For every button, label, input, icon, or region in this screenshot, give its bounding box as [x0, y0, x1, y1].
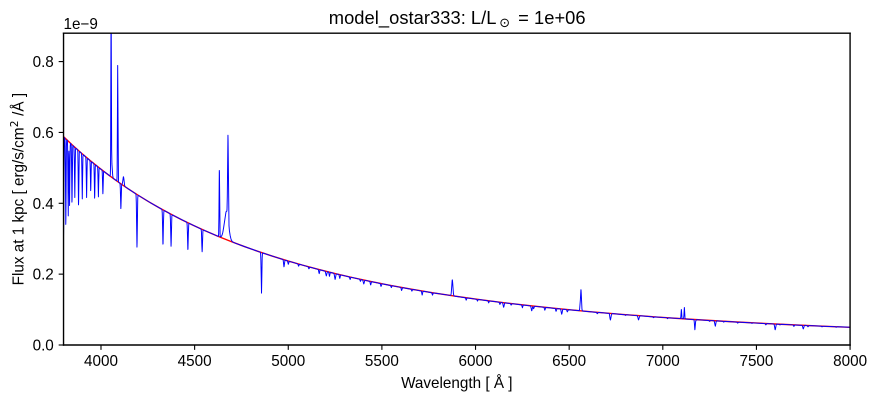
- svg-text:4000: 4000: [84, 353, 118, 370]
- svg-text:8000: 8000: [833, 353, 867, 370]
- svg-text:7000: 7000: [646, 353, 680, 370]
- svg-text:m o d e: m o d e l _ o s t a r 3 3 3 : L / L = 1 …: [329, 4, 592, 31]
- svg-text:0.6: 0.6: [33, 125, 54, 142]
- svg-text:0.4: 0.4: [33, 196, 55, 213]
- svg-text:5500: 5500: [365, 353, 399, 370]
- svg-text:0.0: 0.0: [33, 338, 54, 355]
- svg-text:5000: 5000: [271, 353, 305, 370]
- svg-text:6500: 6500: [552, 353, 586, 370]
- svg-text:1e−9: 1e−9: [64, 16, 98, 33]
- svg-text:4500: 4500: [178, 353, 212, 370]
- svg-text:7500: 7500: [739, 353, 773, 370]
- svg-text:0.2: 0.2: [33, 267, 54, 284]
- svg-text:6000: 6000: [459, 353, 493, 370]
- svg-text:Wavelength [ Å ]: Wavelength [ Å ]: [401, 375, 512, 392]
- svg-text:0.8: 0.8: [33, 54, 54, 71]
